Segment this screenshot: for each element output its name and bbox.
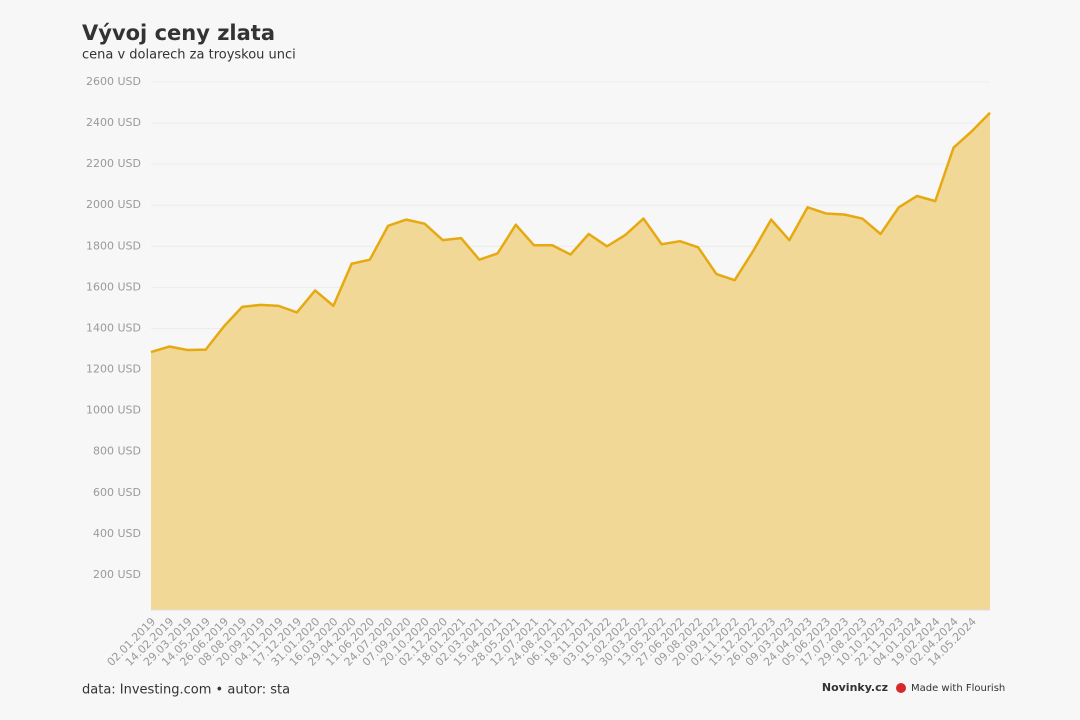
y-tick-label: 600 USD — [93, 486, 141, 499]
y-tick-label: 1200 USD — [86, 363, 141, 376]
brand: Novinky.cz — [822, 681, 888, 694]
y-tick-label: 2000 USD — [86, 198, 141, 211]
y-tick-label: 400 USD — [93, 527, 141, 540]
y-tick-label: 2600 USD — [86, 75, 141, 88]
y-tick-label: 1800 USD — [86, 239, 141, 252]
area — [151, 112, 990, 611]
chart-title: Vývoj ceny zlata — [82, 21, 275, 45]
y-tick-label: 1400 USD — [86, 321, 141, 334]
y-tick-label: 1000 USD — [86, 404, 141, 417]
y-tick-label: 800 USD — [93, 445, 141, 458]
credit: Made with Flourish — [911, 683, 1005, 694]
y-tick-label: 1600 USD — [86, 280, 141, 293]
y-tick-label: 200 USD — [93, 568, 141, 581]
chart-subtitle: cena v dolarech za troyskou unci — [82, 48, 296, 63]
flourish-icon — [896, 683, 906, 693]
y-tick-label: 2400 USD — [86, 116, 141, 129]
y-tick-label: 2200 USD — [86, 157, 141, 170]
footer: data: Investing.com • autor: sta — [82, 683, 290, 698]
line — [150, 111, 991, 354]
